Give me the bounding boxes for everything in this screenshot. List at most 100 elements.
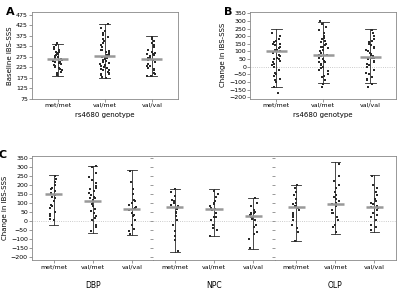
- Point: [272, 48, 278, 52]
- Point: [368, 215, 374, 219]
- Point: [54, 70, 60, 75]
- Point: [321, 36, 328, 40]
- Point: [374, 186, 380, 191]
- Point: [277, 45, 283, 49]
- Point: [276, 57, 282, 62]
- Point: [276, 54, 283, 58]
- Point: [93, 184, 100, 188]
- Point: [318, 51, 324, 55]
- Point: [129, 223, 136, 228]
- Point: [103, 75, 109, 80]
- Point: [365, 57, 371, 62]
- Point: [152, 60, 158, 65]
- Point: [210, 201, 217, 206]
- Point: [126, 203, 132, 207]
- Point: [270, 57, 277, 62]
- Point: [289, 223, 296, 227]
- Point: [370, 54, 376, 58]
- Point: [57, 69, 64, 74]
- Point: [98, 25, 105, 30]
- Point: [363, 48, 370, 52]
- Point: [212, 206, 218, 211]
- Point: [210, 223, 216, 227]
- Point: [292, 186, 298, 191]
- Point: [48, 202, 54, 207]
- Point: [93, 223, 100, 228]
- Point: [53, 49, 59, 54]
- Point: [50, 46, 57, 51]
- Point: [290, 202, 296, 207]
- Point: [268, 31, 275, 36]
- Point: [270, 51, 276, 55]
- Point: [270, 64, 277, 69]
- Text: C: C: [0, 150, 6, 160]
- Point: [328, 202, 335, 207]
- Point: [368, 52, 374, 57]
- Y-axis label: Change in IBS-SSS: Change in IBS-SSS: [220, 23, 226, 87]
- Point: [271, 61, 278, 66]
- Point: [318, 84, 325, 89]
- Point: [271, 73, 277, 78]
- Point: [369, 75, 375, 80]
- Point: [92, 196, 99, 201]
- Point: [247, 215, 254, 219]
- Point: [318, 61, 324, 66]
- Point: [375, 206, 382, 210]
- Point: [370, 31, 376, 36]
- Point: [130, 214, 136, 219]
- Point: [172, 229, 178, 233]
- Point: [269, 63, 276, 67]
- Point: [144, 56, 151, 60]
- Point: [132, 199, 138, 204]
- Point: [363, 61, 370, 66]
- Point: [144, 64, 150, 69]
- Point: [294, 183, 300, 188]
- Point: [320, 57, 326, 62]
- Point: [329, 211, 335, 216]
- Point: [320, 64, 326, 69]
- Point: [363, 70, 370, 75]
- Point: [97, 43, 104, 48]
- Point: [373, 198, 379, 203]
- Point: [270, 60, 276, 65]
- Point: [248, 211, 254, 216]
- Point: [173, 213, 179, 218]
- Point: [52, 192, 58, 197]
- Point: [104, 69, 111, 74]
- Point: [374, 204, 380, 208]
- Point: [366, 41, 372, 46]
- Point: [276, 34, 283, 38]
- Point: [248, 212, 254, 216]
- Point: [329, 202, 336, 207]
- Point: [364, 77, 370, 81]
- Point: [86, 191, 92, 195]
- Point: [370, 211, 376, 216]
- Point: [55, 54, 61, 59]
- Point: [106, 48, 112, 53]
- Point: [59, 58, 66, 62]
- Point: [332, 223, 338, 227]
- Point: [321, 73, 327, 78]
- Point: [172, 234, 178, 239]
- Point: [51, 218, 57, 222]
- Point: [212, 195, 219, 200]
- Point: [370, 202, 376, 207]
- Point: [102, 28, 108, 33]
- Point: [104, 22, 111, 27]
- Point: [251, 207, 258, 212]
- Point: [296, 207, 302, 212]
- Point: [144, 52, 150, 56]
- Point: [98, 71, 104, 76]
- Point: [130, 206, 136, 211]
- Point: [318, 45, 324, 49]
- Point: [102, 49, 109, 54]
- Point: [276, 52, 282, 57]
- Point: [332, 189, 338, 194]
- Point: [47, 211, 54, 216]
- Point: [319, 37, 325, 42]
- Y-axis label: Baseline IBS-SSS: Baseline IBS-SSS: [7, 26, 13, 85]
- Point: [88, 192, 94, 197]
- Point: [52, 54, 58, 58]
- Point: [320, 48, 326, 52]
- Point: [49, 203, 56, 208]
